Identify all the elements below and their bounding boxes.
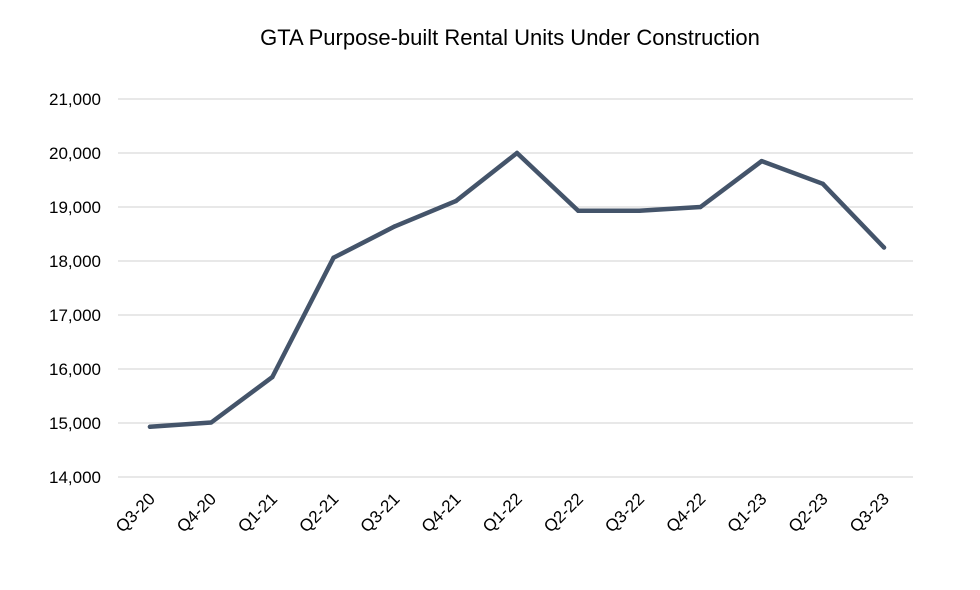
x-tick-label: Q2-22 (540, 489, 587, 536)
x-tick-label: Q1-21 (234, 489, 281, 536)
y-tick-label: 18,000 (49, 252, 101, 271)
x-tick-label: Q4-22 (662, 489, 709, 536)
x-tick-label: Q1-22 (479, 489, 526, 536)
data-point (453, 198, 459, 204)
x-tick-label: Q3-23 (846, 489, 893, 536)
data-point (147, 424, 153, 429)
data-point (514, 150, 520, 156)
y-tick-label: 15,000 (49, 414, 101, 433)
data-point (759, 158, 764, 164)
x-tick-label: Q3-20 (112, 489, 159, 536)
x-tick-label: Q1-23 (724, 489, 771, 536)
series-layer (147, 150, 887, 430)
data-point (208, 420, 214, 425)
x-tick-label: Q2-23 (785, 489, 832, 536)
x-axis-ticks: Q3-20 Q4-20 Q1-21 Q2-21 Q3-21 Q4-21 Q1-22 Q2-22… (112, 489, 893, 536)
y-tick-label: 19,000 (49, 198, 101, 217)
data-point (881, 245, 887, 250)
gridlines (118, 98, 913, 478)
y-tick-label: 14,000 (49, 468, 101, 487)
y-tick-label: 16,000 (49, 360, 101, 379)
data-point (820, 181, 826, 186)
x-tick-label: Q3-21 (357, 489, 404, 536)
data-point (637, 208, 642, 213)
x-tick-label: Q3-22 (601, 489, 648, 536)
data-point (331, 255, 336, 260)
y-tick-label: 20,000 (49, 144, 101, 163)
x-tick-label: Q2-21 (295, 489, 342, 536)
data-point (698, 204, 703, 210)
data-point (392, 224, 397, 229)
y-tick-label: 17,000 (49, 306, 101, 325)
x-tick-label: Q4-20 (173, 489, 220, 536)
chart-title: GTA Purpose-built Rental Units Under Con… (260, 25, 760, 50)
y-axis-ticks: 14,000 15,000 16,000 17,000 18,000 19,000 20,0… (49, 90, 101, 487)
y-tick-label: 21,000 (49, 90, 101, 109)
data-point (575, 208, 581, 213)
series-line (147, 150, 887, 430)
data-point (270, 374, 275, 380)
x-tick-label: Q4-21 (418, 489, 465, 536)
